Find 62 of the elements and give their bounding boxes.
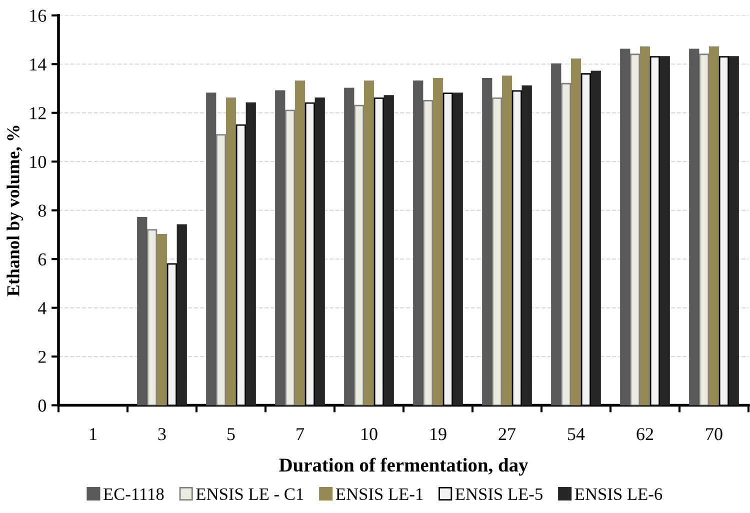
bar bbox=[146, 229, 158, 406]
y-tick-label: 14 bbox=[30, 58, 46, 70]
bar bbox=[551, 63, 562, 406]
bar bbox=[364, 80, 374, 406]
bar bbox=[314, 98, 325, 406]
legend-label: ENSIS LE-6 bbox=[574, 488, 662, 500]
bar bbox=[422, 100, 434, 406]
x-tick-label: 10 bbox=[362, 428, 378, 440]
bar bbox=[432, 78, 444, 406]
bar bbox=[660, 56, 670, 406]
y-tick-label: 2 bbox=[38, 350, 46, 363]
x-axis-title: Duration of fermentation, day bbox=[279, 458, 528, 476]
bar bbox=[689, 48, 700, 406]
legend-label: ENSIS LE-1 bbox=[336, 488, 423, 500]
x-tick-label: 3 bbox=[158, 428, 166, 440]
bar bbox=[206, 92, 216, 406]
bar bbox=[176, 224, 187, 406]
bar bbox=[640, 46, 650, 406]
bar bbox=[294, 80, 306, 406]
bar bbox=[560, 82, 572, 406]
y-axis-title: Ethanol by volume, % bbox=[6, 126, 24, 296]
x-tick-label: 27 bbox=[498, 428, 516, 440]
y-tick-label: 10 bbox=[30, 156, 46, 168]
y-tick-label: 16 bbox=[30, 10, 46, 22]
x-tick-label: 5 bbox=[228, 428, 235, 440]
bar bbox=[522, 85, 532, 406]
y-tick-label: 12 bbox=[30, 107, 46, 120]
bar bbox=[284, 110, 296, 406]
bar bbox=[137, 216, 148, 406]
x-tick-label: 19 bbox=[430, 428, 446, 440]
bar bbox=[728, 56, 739, 406]
bar bbox=[452, 92, 463, 406]
bar bbox=[590, 70, 601, 406]
bar bbox=[354, 104, 364, 406]
bar bbox=[570, 58, 582, 406]
x-tick-label: 62 bbox=[636, 428, 654, 440]
legend-label: ENSIS LE-5 bbox=[455, 488, 542, 500]
bar bbox=[698, 54, 710, 406]
bar bbox=[413, 80, 424, 406]
bar bbox=[156, 234, 168, 406]
legend-label: EC-1118 bbox=[104, 488, 164, 500]
bar bbox=[630, 54, 640, 406]
bar bbox=[246, 102, 256, 406]
y-tick-label: 8 bbox=[38, 204, 46, 217]
bar bbox=[226, 98, 236, 406]
y-tick-label: 4 bbox=[38, 302, 46, 314]
x-tick-label: 70 bbox=[706, 428, 722, 440]
bar bbox=[384, 95, 394, 406]
y-tick-label: 0 bbox=[38, 400, 46, 412]
bar bbox=[502, 76, 512, 406]
bar bbox=[344, 88, 354, 406]
bar bbox=[492, 98, 502, 406]
x-tick-label: 7 bbox=[296, 428, 304, 440]
x-tick-label: 54 bbox=[568, 428, 585, 440]
bar bbox=[620, 48, 630, 406]
bar bbox=[216, 134, 226, 406]
bar bbox=[708, 46, 720, 406]
y-tick-label: 6 bbox=[38, 253, 46, 266]
bar bbox=[482, 78, 492, 406]
bar bbox=[275, 90, 286, 406]
legend-label: ENSIS LE - C1 bbox=[196, 488, 304, 500]
x-tick-label: 1 bbox=[90, 428, 96, 440]
